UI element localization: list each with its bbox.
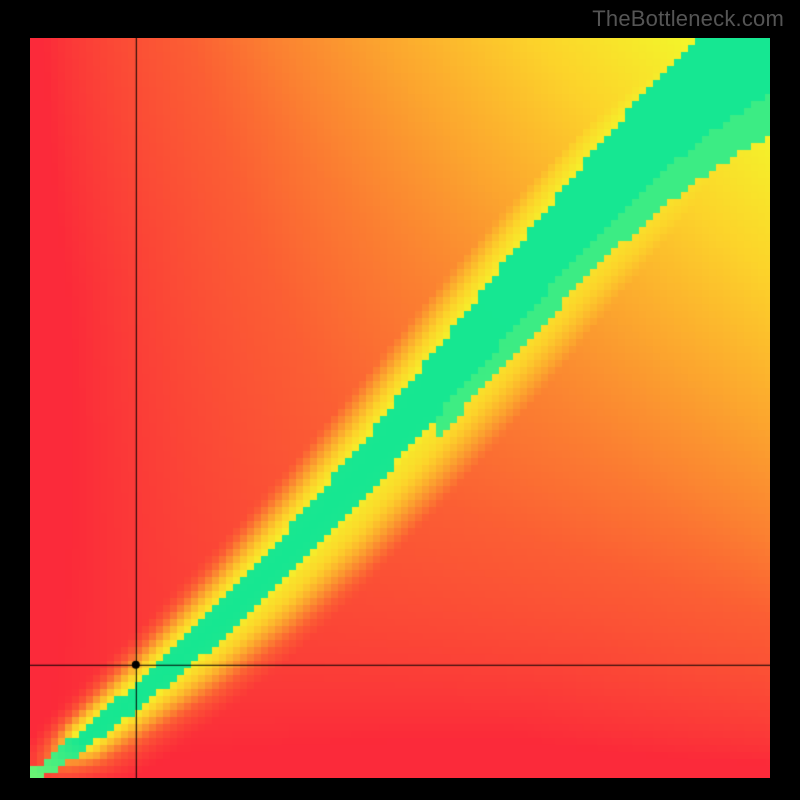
- heatmap-plot: [30, 38, 770, 778]
- figure-container: TheBottleneck.com: [0, 0, 800, 800]
- heatmap-canvas: [30, 38, 770, 778]
- watermark-text: TheBottleneck.com: [592, 6, 784, 32]
